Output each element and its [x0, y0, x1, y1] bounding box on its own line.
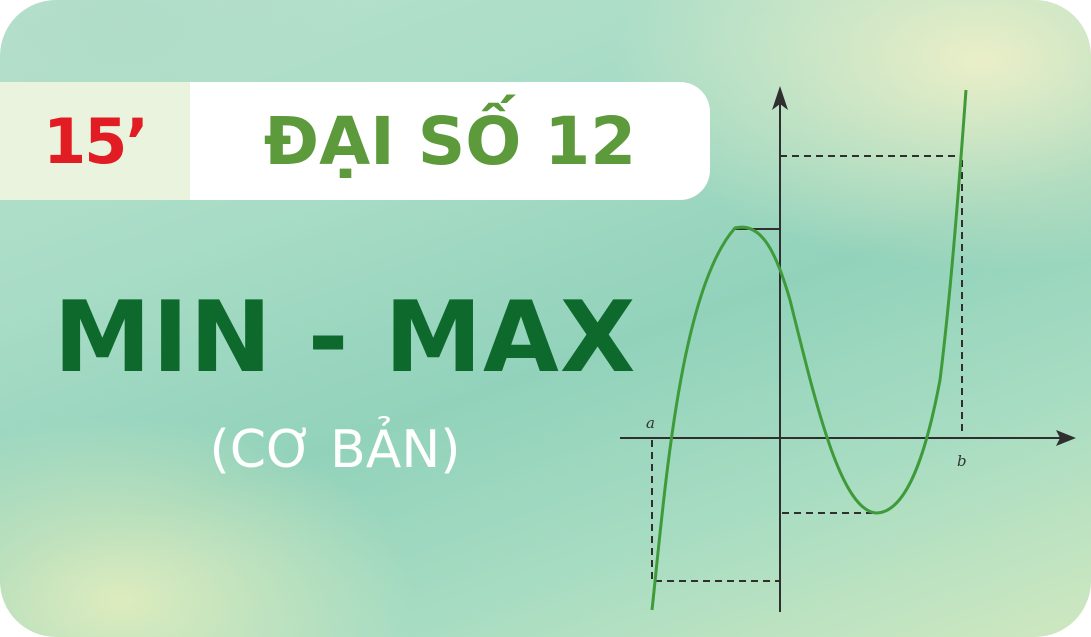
x-axis-arrow-icon	[1056, 430, 1076, 446]
badge-panel	[0, 82, 190, 200]
subject-title: ĐẠI SỐ 12	[263, 102, 637, 180]
duration-badge: 15’	[43, 104, 149, 178]
subject-panel	[190, 82, 710, 200]
function-curve	[650, 89, 968, 611]
subtitle: (CƠ BẢN)	[209, 420, 461, 480]
label-b: b	[957, 452, 967, 470]
main-title: MIN - MAX	[53, 281, 637, 395]
y-axis-arrow-icon	[772, 86, 788, 110]
label-a: a	[646, 414, 655, 432]
cubic-function-graph: a b	[620, 86, 1076, 612]
